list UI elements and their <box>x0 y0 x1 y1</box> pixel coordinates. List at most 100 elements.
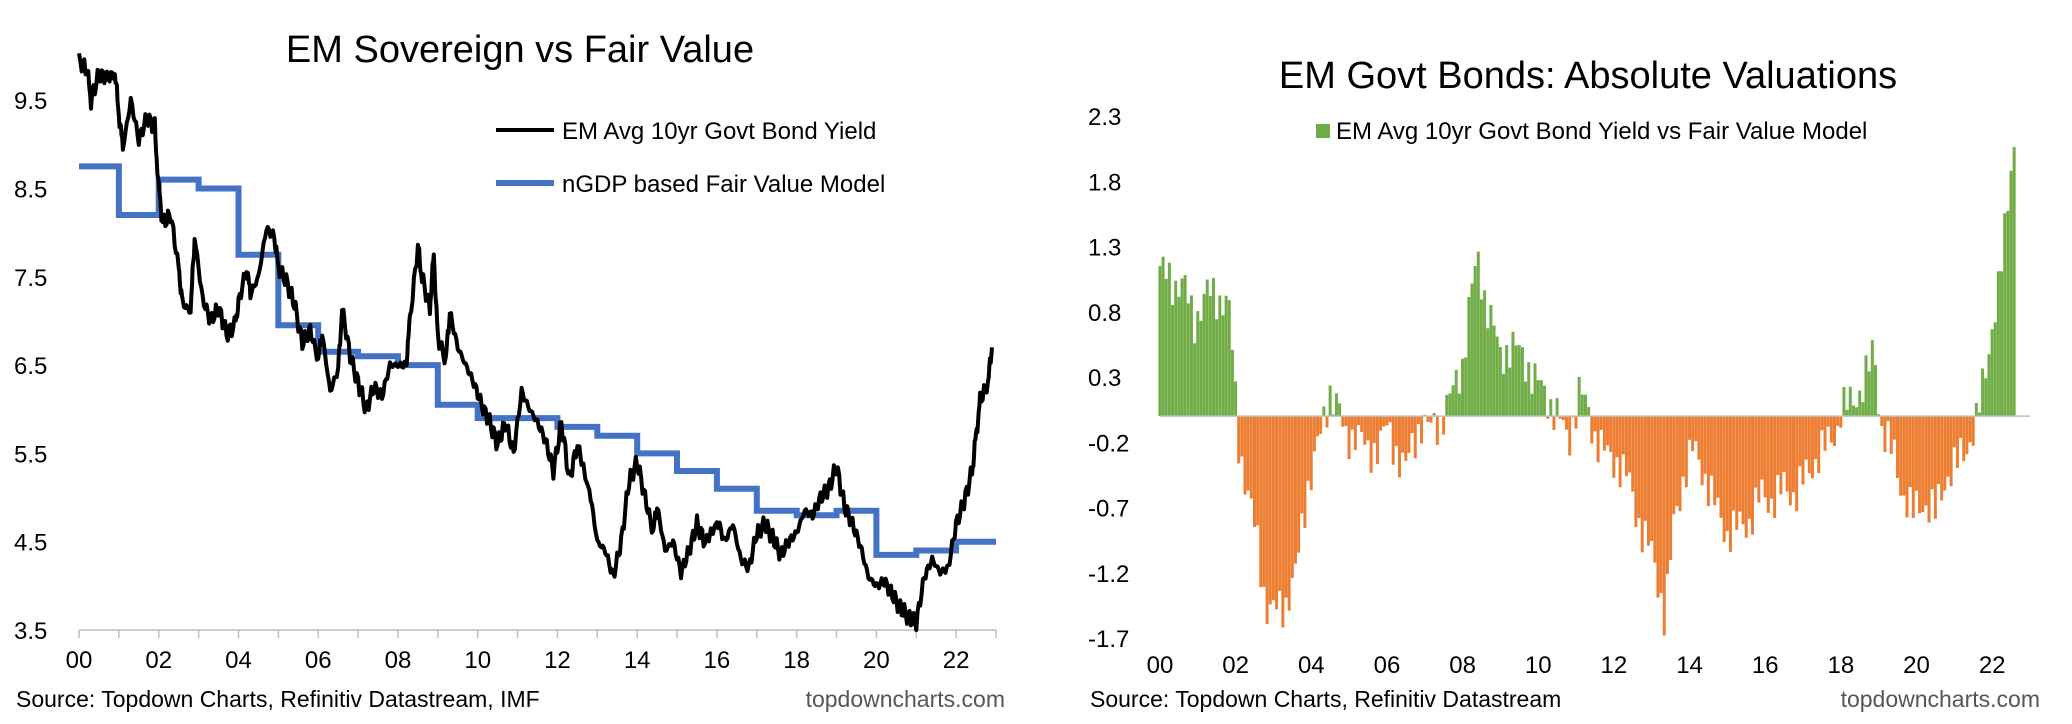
bar-valuation-gap <box>1558 416 1562 419</box>
bar-valuation-gap <box>1341 416 1345 427</box>
bar-valuation-gap <box>1665 416 1669 575</box>
bar-valuation-gap <box>1574 416 1578 429</box>
series-line-yield <box>77 52 994 632</box>
left-y-tick-label: 7.5 <box>14 265 47 292</box>
left-plot-area <box>77 52 996 632</box>
bar-valuation-gap <box>1918 416 1922 514</box>
left-x-tick-label: 10 <box>464 647 491 674</box>
bar-valuation-gap <box>1870 340 1874 417</box>
bar-valuation-gap <box>1873 365 1877 417</box>
bar-valuation-gap <box>1442 416 1446 435</box>
right-y-tick-label: 1.8 <box>1088 169 1121 196</box>
bar-valuation-gap <box>1798 416 1802 467</box>
bar-valuation-gap <box>1826 416 1830 427</box>
bar-valuation-gap <box>1937 416 1940 484</box>
bar-valuation-gap <box>1199 320 1203 417</box>
bar-valuation-gap <box>1454 370 1458 417</box>
bar-valuation-gap <box>1728 416 1732 552</box>
bar-valuation-gap <box>1744 416 1748 538</box>
bar-valuation-gap <box>1218 295 1222 417</box>
bar-valuation-gap <box>1542 385 1546 417</box>
bar-valuation-gap <box>1290 416 1294 578</box>
left-x-tick-label: 06 <box>305 647 332 674</box>
bar-valuation-gap <box>1256 416 1260 526</box>
bar-valuation-gap <box>1565 416 1569 430</box>
bar-valuation-gap <box>1495 336 1499 417</box>
bar-valuation-gap <box>1653 416 1657 563</box>
bar-valuation-gap <box>1773 416 1777 519</box>
bar-valuation-gap <box>1208 296 1212 417</box>
bar-valuation-gap <box>1476 251 1480 417</box>
bar-valuation-gap <box>1483 290 1487 417</box>
left-x-tick-label: 02 <box>145 647 172 674</box>
bar-valuation-gap <box>1363 416 1367 445</box>
bar-valuation-gap <box>1606 416 1610 446</box>
bar-valuation-gap <box>1243 416 1247 495</box>
bar-valuation-gap <box>1795 416 1799 512</box>
bar-valuation-gap <box>1284 416 1288 598</box>
bar-valuation-gap <box>1952 416 1956 448</box>
bar-valuation-gap <box>1397 416 1401 478</box>
right-chart: EM Govt Bonds: Absolute Valuations 2.3 1.… <box>1088 55 2040 712</box>
bar-valuation-gap <box>1410 416 1414 434</box>
bar-valuation-gap <box>1965 416 1969 455</box>
bar-valuation-gap <box>1647 416 1650 546</box>
bar-valuation-gap <box>1309 416 1313 491</box>
bar-valuation-gap <box>1413 416 1417 459</box>
left-y-tick-label: 9.5 <box>14 88 47 115</box>
bar-valuation-gap <box>1896 416 1900 479</box>
bar-valuation-gap <box>1697 416 1701 460</box>
bar-valuation-gap <box>1385 416 1389 426</box>
bar-valuation-gap <box>1722 416 1726 542</box>
bar-valuation-gap <box>1215 319 1219 417</box>
left-x-tick-label: 14 <box>624 647 651 674</box>
left-x-tick-label: 04 <box>225 647 252 674</box>
bar-valuation-gap <box>1751 416 1755 535</box>
bar-valuation-gap <box>1955 416 1959 468</box>
bar-valuation-gap <box>1382 416 1386 427</box>
bar-valuation-gap <box>1457 393 1461 417</box>
bar-valuation-gap <box>1814 416 1818 460</box>
bar-valuation-gap <box>1375 416 1379 465</box>
right-x-tick-label: 06 <box>1374 652 1401 679</box>
bar-valuation-gap <box>1656 416 1660 598</box>
bar-valuation-gap <box>1962 416 1966 462</box>
left-x-tick-label: 12 <box>544 647 571 674</box>
bar-valuation-gap <box>1940 416 1944 501</box>
bar-valuation-gap <box>1801 416 1805 485</box>
bar-valuation-gap <box>1492 325 1496 417</box>
bar-valuation-gap <box>1637 416 1641 519</box>
legend-label-fair-value: nGDP based Fair Value Model <box>562 171 885 198</box>
left-legend: EM Avg 10yr Govt Bond Yield nGDP based F… <box>496 118 885 198</box>
bar-valuation-gap <box>1350 416 1354 430</box>
right-x-tick-label: 22 <box>1979 652 2006 679</box>
bar-valuation-gap <box>1886 416 1890 422</box>
bar-valuation-gap <box>1618 416 1622 488</box>
bar-valuation-gap <box>1732 416 1736 511</box>
bar-valuation-gap <box>1719 416 1723 518</box>
right-x-tick-label: 18 <box>1828 652 1855 679</box>
bar-valuation-gap <box>1672 416 1676 515</box>
legend-label-yield: EM Avg 10yr Govt Bond Yield <box>562 118 876 145</box>
bar-valuation-gap <box>1971 416 1975 446</box>
bar-valuation-gap <box>1388 416 1392 423</box>
bar-valuation-gap <box>1275 416 1279 610</box>
bar-valuation-gap <box>2009 170 2013 417</box>
bar-valuation-gap <box>1508 367 1512 417</box>
right-x-axis: 00 02 04 06 08 10 12 14 16 18 20 22 <box>1147 652 2006 679</box>
bar-valuation-gap <box>1158 266 1162 417</box>
right-y-tick-label: 2.3 <box>1088 104 1121 131</box>
bar-valuation-gap <box>1407 416 1411 453</box>
bar-valuation-gap <box>1546 416 1550 419</box>
bar-valuation-gap <box>1404 416 1408 461</box>
bar-valuation-gap <box>1227 300 1231 417</box>
bar-valuation-gap <box>1984 378 1988 417</box>
bar-valuation-gap <box>1161 256 1165 417</box>
bar-valuation-gap <box>1479 299 1483 417</box>
bar-valuation-gap <box>1807 416 1811 474</box>
bar-valuation-gap <box>1306 416 1310 481</box>
bar-valuation-gap <box>1369 416 1373 473</box>
bar-valuation-gap <box>1662 416 1666 636</box>
bar-valuation-gap <box>2000 271 2004 417</box>
bar-valuation-gap <box>1461 358 1465 417</box>
